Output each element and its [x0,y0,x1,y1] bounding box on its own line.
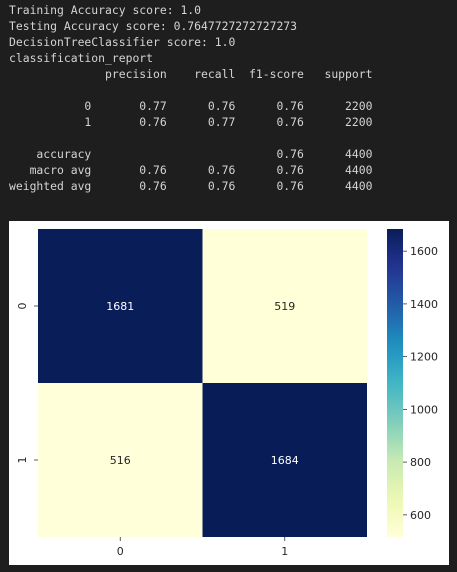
console-line: precision recall f1-score support [9,66,372,82]
console-line: 1 0.76 0.77 0.76 2200 [9,114,372,130]
console-line: classification_report [9,50,372,66]
console-line: weighted avg 0.76 0.76 0.76 4400 [9,178,372,194]
heatmap-cell-value: 516 [110,454,131,467]
heatmap-cell-value: 1681 [106,300,134,313]
colorbar-tick-label: 1400 [410,298,438,311]
console-line: Testing Accuracy score: 0.76477272727272… [9,18,372,34]
colorbar-tick-label: 800 [410,456,431,469]
console-output: Training Accuracy score: 1.0 Testing Accu… [9,2,372,194]
console-line: accuracy 0.76 4400 [9,146,372,162]
colorbar-tick-label: 1600 [410,245,438,258]
x-tick-label: 1 [281,545,288,558]
console-line: macro avg 0.76 0.76 0.76 4400 [9,162,372,178]
x-tick-label: 0 [117,545,124,558]
colorbar-tick-label: 1200 [410,351,438,364]
console-line: 0 0.77 0.76 0.76 2200 [9,98,372,114]
console-line [9,130,372,146]
confusion-matrix-figure: 1681 519 516 1684 0 1 0 1 600 800 1000 1200 1400 1600 [9,221,449,565]
console-line: Training Accuracy score: 1.0 [9,2,372,18]
colorbar-tick-label: 1000 [410,403,438,416]
colorbar-tick-label: 600 [410,509,431,522]
heatmap-cell-value: 1684 [271,454,299,467]
colorbar [387,229,403,537]
y-tick-label: 0 [16,303,29,310]
heatmap-cell-value: 519 [274,300,295,313]
y-tick-label: 1 [16,457,29,464]
console-line [9,82,372,98]
console-line: DecisionTreeClassifier score: 1.0 [9,34,372,50]
